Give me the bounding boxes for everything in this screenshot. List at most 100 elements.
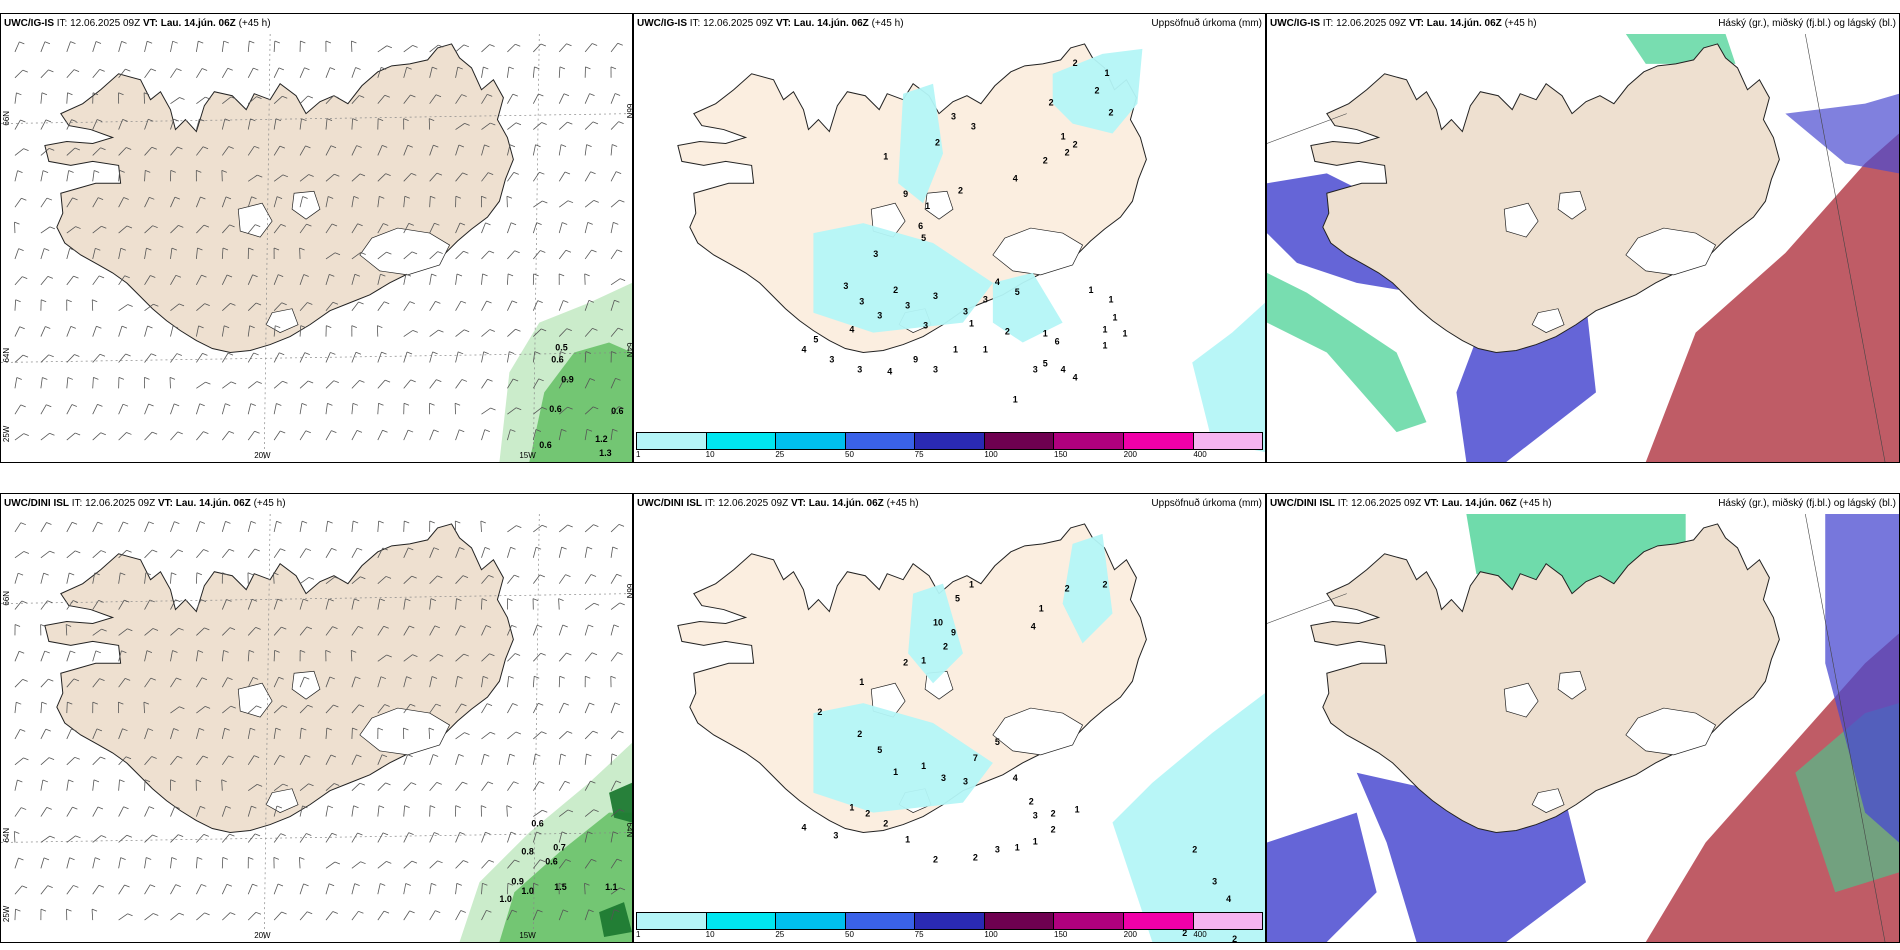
wind-barb xyxy=(247,784,258,792)
wind-barb-feather xyxy=(429,402,435,406)
wind-barb-feather xyxy=(302,196,308,199)
wind-barb xyxy=(533,407,543,415)
wind-barb-feather xyxy=(484,753,490,757)
wind-barb-feather xyxy=(380,66,387,70)
wind-barb xyxy=(247,325,251,337)
wind-barb-feather xyxy=(101,225,107,229)
wind-barb-feather xyxy=(356,754,362,758)
vt-value: Lau. 14.jún. 06Z xyxy=(175,498,251,509)
wind-barb-feather xyxy=(197,247,203,251)
wind-barb xyxy=(455,351,459,363)
wind-barb-feather xyxy=(196,169,202,173)
wind-barb-feather xyxy=(146,247,152,251)
wind-barb-feather xyxy=(614,299,620,303)
wind-value-label: 0.8 xyxy=(521,846,533,856)
wind-barb-feather xyxy=(124,884,130,888)
panel-title: Uppsöfnuð úrkoma (mm) xyxy=(1151,498,1262,509)
wind-barb-feather xyxy=(75,835,81,839)
wind-barb xyxy=(118,521,124,533)
wind-barb-feather xyxy=(379,195,385,199)
wind-barb xyxy=(481,625,487,636)
wind-barb-feather xyxy=(49,432,55,436)
wind-barb-feather xyxy=(585,675,591,679)
wind-barb-feather xyxy=(148,403,154,407)
wind-barb xyxy=(377,196,380,208)
wind-barb xyxy=(118,779,120,791)
wind-barb-feather xyxy=(202,755,209,759)
wind-barb xyxy=(507,93,514,104)
wind-barb-feather xyxy=(301,727,307,731)
wind-barb xyxy=(377,352,382,363)
lat-label-left: 66N xyxy=(2,111,11,126)
wind-barb-feather xyxy=(204,706,211,709)
wind-barb-feather xyxy=(407,144,413,148)
wind-barb-feather xyxy=(514,859,520,863)
panel-dini-wind: UWC/DINI ISL IT: 12.06.2025 09Z VT: Lau.… xyxy=(0,493,633,943)
wind-barb xyxy=(92,432,102,441)
wind-barb-feather xyxy=(305,754,311,758)
wind-barb xyxy=(403,676,407,688)
wind-barb-feather xyxy=(144,779,151,783)
wind-barb-feather xyxy=(301,118,307,122)
wind-barb-feather xyxy=(515,43,521,47)
wind-value-label: 0.6 xyxy=(551,354,563,364)
wind-barb xyxy=(610,249,618,260)
precip-value-label: 1 xyxy=(1089,285,1094,295)
wind-barb xyxy=(558,93,565,104)
wind-barb xyxy=(14,807,22,817)
wind-barb xyxy=(144,628,154,636)
wind-barb-feather xyxy=(514,250,520,254)
wind-barb xyxy=(377,676,382,688)
wind-barb-feather xyxy=(587,222,593,225)
wind-barb xyxy=(247,352,254,363)
wind-barb-feather xyxy=(431,883,437,886)
wind-barb-feather xyxy=(100,756,106,760)
wind-barb-feather xyxy=(143,701,150,705)
wind-barb-feather xyxy=(121,41,127,44)
latitude-line xyxy=(1,113,632,124)
wind-barb-feather xyxy=(559,273,565,277)
iceland-land xyxy=(1310,523,1780,834)
it-label: IT: xyxy=(704,498,716,509)
wind-barb-feather xyxy=(585,351,591,354)
colorbar-swatch xyxy=(845,913,916,929)
boundary-line xyxy=(1267,113,1347,144)
wind-barb-feather xyxy=(567,406,573,410)
wind-barb xyxy=(325,805,329,817)
wind-barb-feather xyxy=(199,727,205,731)
wind-barb xyxy=(532,66,535,78)
wind-barb-feather xyxy=(406,66,412,70)
wind-barb-feather xyxy=(203,834,209,837)
wind-barb-feather xyxy=(591,858,597,862)
vt-value: Lau. 14.jún. 06Z xyxy=(1426,18,1502,29)
wind-barb xyxy=(196,303,205,312)
wind-barb-feather xyxy=(377,727,384,731)
precip-value-label: 3 xyxy=(1212,876,1217,886)
glacier xyxy=(265,308,299,333)
wind-barb-feather xyxy=(328,883,335,887)
wind-barb xyxy=(558,43,567,53)
wind-barb-feather xyxy=(334,252,341,256)
colorbar-label: 400 xyxy=(1193,930,1207,939)
wind-barb xyxy=(507,378,514,389)
wind-barb xyxy=(170,650,173,662)
glacier xyxy=(1531,788,1565,813)
wind-barb xyxy=(273,883,279,895)
wind-barb-feather xyxy=(464,329,470,333)
wind-barb-feather xyxy=(508,675,514,679)
glacier xyxy=(1557,190,1587,220)
wind-barb-feather xyxy=(126,834,132,838)
wind-barb-feather xyxy=(535,429,542,432)
wind-barb-feather xyxy=(486,300,492,304)
wind-barb-feather xyxy=(308,380,314,384)
wind-barb xyxy=(584,574,592,584)
precip-value-label: 3 xyxy=(833,830,838,840)
precip-value-label: 1 xyxy=(1043,329,1048,339)
wind-barb-feather xyxy=(22,354,29,358)
wind-barb-feather xyxy=(463,250,469,254)
wind-barb xyxy=(196,96,206,104)
wind-barb-feather xyxy=(257,174,263,178)
wind-barb-feather xyxy=(68,170,74,173)
wind-barb xyxy=(429,44,439,53)
